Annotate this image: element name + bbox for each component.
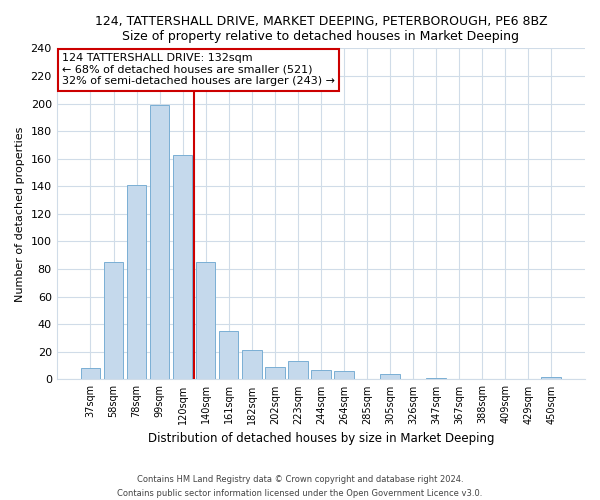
Bar bbox=[127, 185, 146, 380]
Bar bbox=[380, 374, 400, 380]
Bar bbox=[196, 262, 215, 380]
Text: 124 TATTERSHALL DRIVE: 132sqm
← 68% of detached houses are smaller (521)
32% of : 124 TATTERSHALL DRIVE: 132sqm ← 68% of d… bbox=[62, 54, 335, 86]
Bar bbox=[288, 362, 308, 380]
Bar bbox=[173, 154, 193, 380]
Bar bbox=[541, 376, 561, 380]
Bar bbox=[80, 368, 100, 380]
Title: 124, TATTERSHALL DRIVE, MARKET DEEPING, PETERBOROUGH, PE6 8BZ
Size of property r: 124, TATTERSHALL DRIVE, MARKET DEEPING, … bbox=[95, 15, 547, 43]
Bar bbox=[426, 378, 446, 380]
Bar bbox=[265, 367, 284, 380]
Text: Contains HM Land Registry data © Crown copyright and database right 2024.
Contai: Contains HM Land Registry data © Crown c… bbox=[118, 476, 482, 498]
Bar bbox=[219, 331, 238, 380]
Bar bbox=[150, 105, 169, 380]
X-axis label: Distribution of detached houses by size in Market Deeping: Distribution of detached houses by size … bbox=[148, 432, 494, 445]
Y-axis label: Number of detached properties: Number of detached properties bbox=[15, 126, 25, 302]
Bar bbox=[311, 370, 331, 380]
Bar bbox=[242, 350, 262, 380]
Bar bbox=[334, 371, 353, 380]
Bar bbox=[104, 262, 123, 380]
